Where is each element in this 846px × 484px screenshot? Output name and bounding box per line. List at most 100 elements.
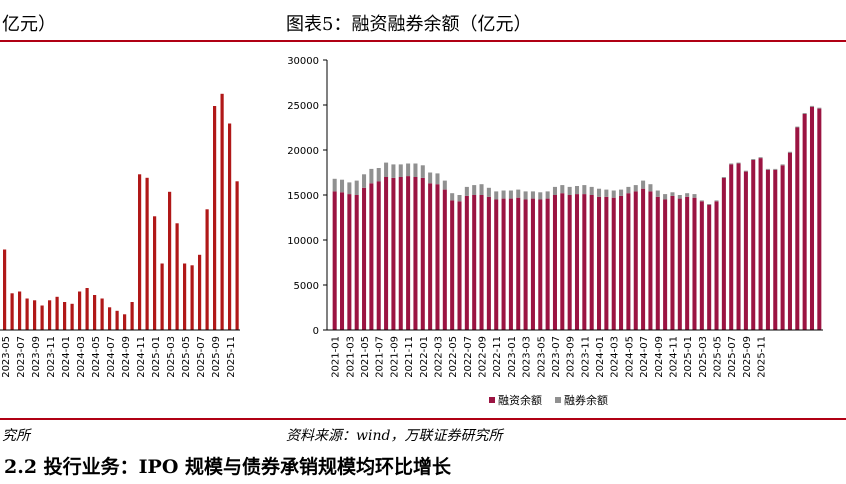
securities-lending-bar [692, 194, 697, 198]
securities-lending-bar [486, 187, 491, 197]
financing-bar [391, 177, 396, 330]
y-tick-label: 10000 [287, 236, 319, 247]
left-bar [3, 249, 7, 330]
left-bar [108, 307, 112, 331]
financing-bar [398, 177, 403, 330]
left-x-tick-label: 2024-09 [121, 336, 132, 378]
financing-bar [369, 183, 374, 330]
left-bar [123, 314, 127, 331]
y-tick-label: 0 [313, 326, 319, 337]
securities-lending-bar [347, 182, 352, 195]
left-bar [213, 106, 217, 330]
x-tick-label: 2021-03 [345, 336, 356, 378]
left-bar [228, 123, 232, 330]
x-tick-label: 2023-03 [522, 336, 533, 378]
securities-lending-bar [817, 107, 822, 109]
securities-lending-bar [567, 186, 572, 195]
securities-lending-bar [758, 157, 763, 159]
y-tick-label: 5000 [294, 281, 319, 292]
left-bar [100, 298, 104, 330]
x-tick-label: 2023-09 [566, 336, 577, 378]
financing-bar [611, 197, 616, 330]
securities-lending-bar [714, 200, 719, 202]
financing-bar [721, 177, 726, 330]
securities-lending-bar [699, 200, 704, 202]
left-bar [220, 93, 224, 331]
x-tick-label: 2022-09 [478, 336, 489, 378]
financing-bar [714, 201, 719, 330]
financing-bar [751, 159, 756, 330]
financing-bar [699, 201, 704, 330]
financing-bar [758, 158, 763, 330]
securities-lending-bar [685, 193, 690, 197]
x-tick-label: 2022-07 [463, 336, 474, 378]
left-bar [205, 209, 209, 331]
legend-label-financing: 融资余额 [498, 393, 542, 407]
securities-lending-bar [560, 185, 565, 194]
left-x-tick-label: 2025-03 [166, 336, 177, 378]
financing-bar [773, 169, 778, 330]
x-tick-label: 2024-01 [595, 336, 606, 378]
financing-bar [406, 176, 411, 330]
financing-bar [641, 188, 646, 330]
financing-bar [567, 195, 572, 330]
securities-lending-bar [802, 113, 807, 114]
left-bar [70, 303, 74, 331]
securities-lending-bar [369, 168, 374, 184]
left-bar [235, 181, 239, 331]
x-tick-label: 2024-09 [654, 336, 665, 378]
x-tick-label: 2023-05 [536, 336, 547, 378]
x-tick-label: 2023-11 [580, 336, 591, 378]
financing-bar [817, 108, 822, 330]
left-bar [198, 254, 202, 331]
left-bar [48, 300, 52, 331]
left-x-tick-label: 2024-01 [61, 336, 72, 378]
title-bar: 亿元） 图表5：融资融券余额（亿元） [0, 6, 846, 36]
securities-lending-bar [362, 174, 367, 188]
securities-lending-bar [479, 184, 484, 195]
financing-bar [516, 197, 521, 330]
financing-bar [486, 196, 491, 330]
left-bar [168, 191, 172, 331]
left-source-note: 究所 [2, 428, 30, 444]
financing-bar [347, 194, 352, 330]
securities-lending-bar [384, 162, 389, 177]
securities-lending-bar [501, 190, 506, 199]
financing-bar [530, 198, 535, 330]
financing-bar [464, 195, 469, 330]
x-tick-label: 2021-11 [404, 336, 415, 378]
securities-lending-bar [795, 126, 800, 128]
securities-lending-bar [589, 186, 594, 195]
left-bar [93, 295, 97, 330]
right-source-note: 资料来源：wind，万联证券研究所 [286, 428, 503, 444]
left-bar [25, 298, 29, 330]
financing-bar [707, 204, 712, 330]
financing-bar [633, 191, 638, 330]
financing-bar [743, 171, 748, 330]
left-x-tick-label: 2023-11 [46, 336, 57, 378]
left-bar [33, 300, 37, 331]
financing-bar [332, 191, 337, 330]
financing-bar [574, 194, 580, 330]
legend-swatch-financing [489, 397, 495, 403]
y-tick-label: 30000 [287, 56, 319, 67]
securities-lending-bar [655, 190, 660, 197]
left-x-tick-label: 2024-07 [106, 336, 117, 378]
securities-lending-bar [508, 190, 513, 199]
securities-lending-bar [494, 191, 499, 200]
financing-bar [501, 198, 506, 330]
financing-bar [795, 127, 800, 330]
securities-lending-bar [472, 185, 477, 195]
financing-bar [685, 196, 690, 330]
securities-lending-bar [406, 163, 411, 177]
financing-bar [809, 106, 815, 330]
x-tick-label: 2022-03 [434, 336, 445, 378]
x-tick-label: 2024-07 [639, 336, 650, 378]
financing-bar [619, 195, 624, 330]
securities-lending-bar [633, 185, 638, 192]
x-tick-label: 2025-01 [683, 336, 694, 378]
right-chart-title: 图表5：融资融券余额（亿元） [286, 14, 532, 35]
x-tick-label: 2025-07 [727, 336, 738, 378]
x-tick-label: 2021-05 [360, 336, 371, 378]
